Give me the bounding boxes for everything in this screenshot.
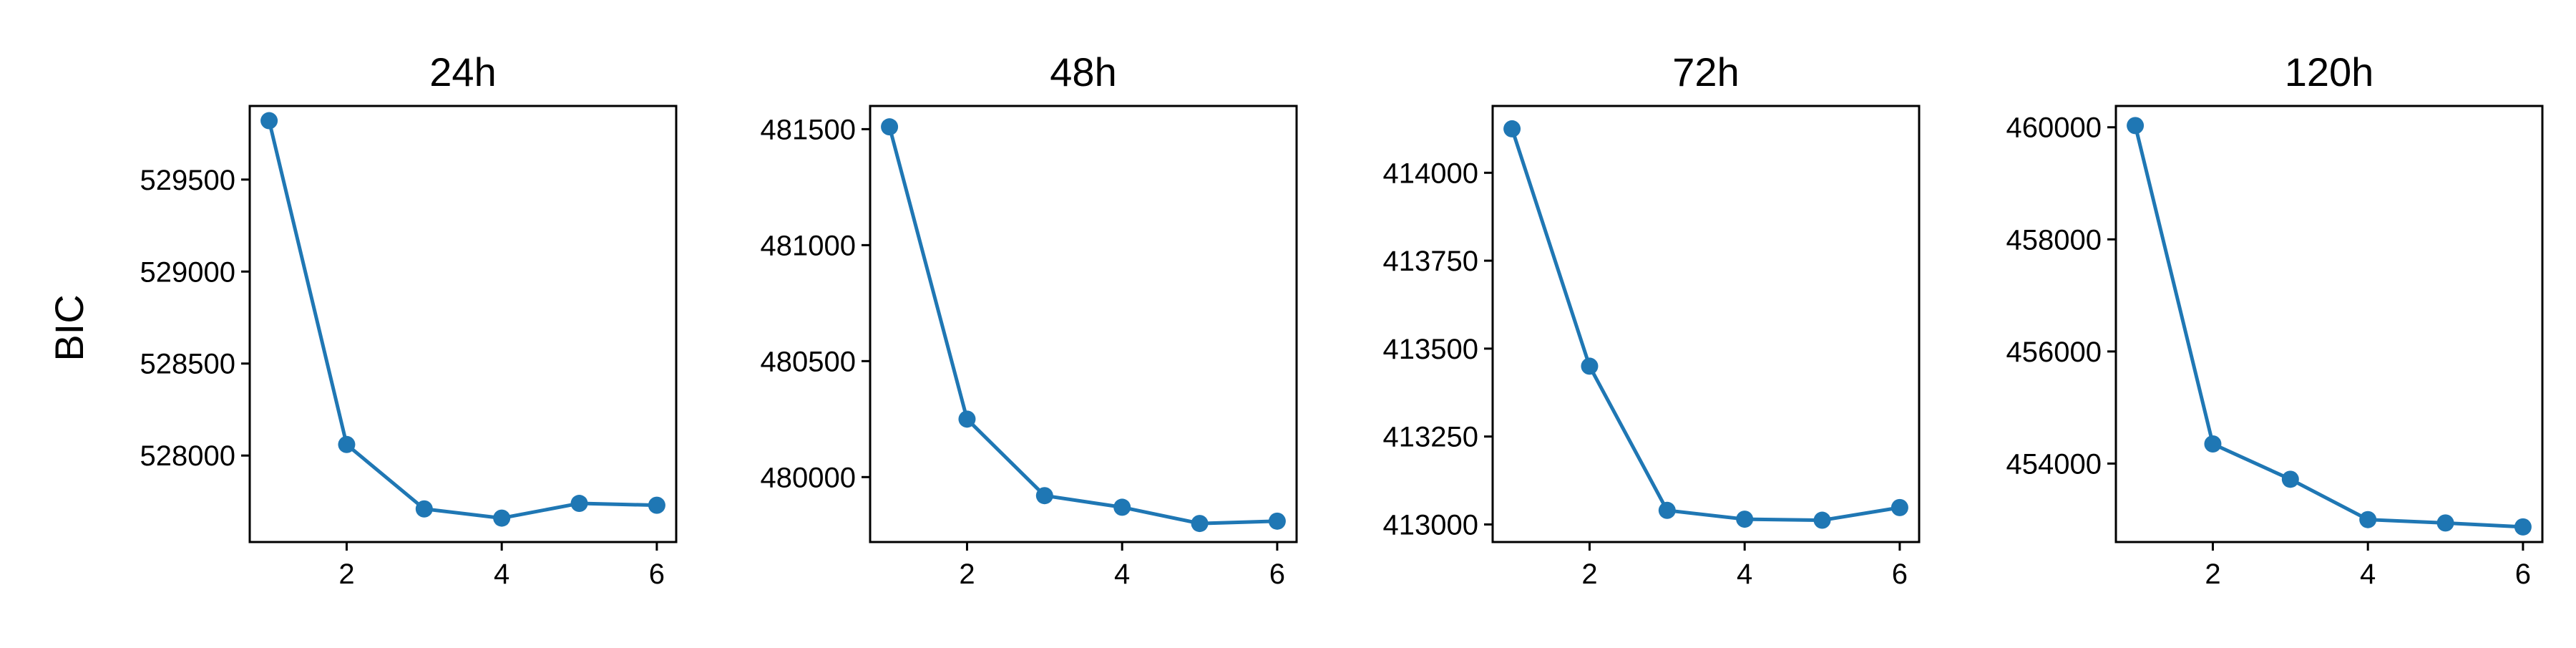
y-tick-label: 460000 [2006, 112, 2102, 144]
data-point [2359, 511, 2377, 528]
y-tick-label: 414000 [1383, 158, 1478, 189]
data-point [1113, 498, 1131, 516]
panel-title: 24h [429, 49, 496, 95]
data-point [1503, 120, 1521, 137]
data-point [1191, 515, 1209, 533]
data-point [338, 435, 356, 453]
data-point [493, 509, 511, 527]
series-line [887, 126, 1277, 526]
data-point [1890, 498, 1908, 516]
panel-title: 48h [1050, 49, 1116, 95]
y-tick-label: 529000 [140, 256, 235, 288]
data-point [2204, 435, 2222, 453]
data-point [415, 500, 433, 518]
x-tick-label: 2 [2205, 558, 2220, 590]
panel-72h: 72h 413000 413250 413500 413750 414000 2 4 6 [1383, 49, 1921, 590]
panel-120h: 120h 454000 456000 458000 460000 2 4 6 [2006, 49, 2544, 590]
data-point [2127, 117, 2145, 135]
series-line [2133, 125, 2524, 529]
y-tick-label: 529500 [140, 165, 235, 196]
y-tick-label: 456000 [2006, 337, 2102, 368]
data-point [2436, 514, 2454, 532]
x-tick-label: 4 [1114, 558, 1130, 590]
data-point [1581, 357, 1599, 375]
y-tick-label: 480500 [761, 346, 856, 377]
data-point [958, 410, 976, 428]
data-point [2514, 518, 2532, 536]
data-point [1813, 511, 1831, 529]
y-tick-label: 413750 [1383, 246, 1478, 277]
plot-frame [248, 105, 678, 543]
y-tick-label: 413500 [1383, 334, 1478, 365]
data-point [1736, 511, 1754, 528]
x-tick-label: 6 [1892, 558, 1908, 590]
data-point [1658, 501, 1676, 519]
y-tick-label: 480000 [761, 462, 856, 493]
series-line [1510, 128, 1901, 523]
y-tick-label: 481000 [761, 230, 856, 261]
data-point [570, 495, 588, 513]
y-tick-label: 528000 [140, 440, 235, 472]
data-point [881, 118, 899, 136]
panel-48h: 48h 480000 480500 481000 481500 2 4 6 [761, 49, 1298, 590]
data-point [1035, 487, 1053, 505]
x-tick-label: 4 [1737, 558, 1752, 590]
plot-frame [2114, 105, 2544, 543]
y-tick-label: 458000 [2006, 224, 2102, 256]
x-tick-label: 6 [1269, 558, 1285, 590]
panel-title: 72h [1672, 49, 1739, 95]
x-tick-label: 2 [338, 558, 354, 590]
x-tick-label: 6 [649, 558, 665, 590]
x-tick-label: 2 [1581, 558, 1597, 590]
y-tick-label: 413000 [1383, 509, 1478, 541]
plot-frame [1491, 105, 1921, 543]
data-point [648, 496, 665, 514]
data-point [1268, 512, 1286, 530]
series-line [267, 120, 657, 521]
y-tick-label: 528500 [140, 349, 235, 380]
data-point [260, 112, 278, 130]
x-tick-label: 4 [494, 558, 509, 590]
y-tick-label: 454000 [2006, 448, 2102, 480]
figure-y-axis-label: BIC [47, 294, 92, 361]
x-tick-label: 6 [2515, 558, 2531, 590]
data-point [2281, 470, 2299, 488]
y-tick-label: 413250 [1383, 422, 1478, 453]
panel-title: 120h [2285, 49, 2374, 95]
panel-24h: 24h 528000 528500 529000 529500 2 4 6 [140, 49, 678, 590]
x-tick-label: 4 [2360, 558, 2376, 590]
x-tick-label: 2 [959, 558, 975, 590]
plot-frame [869, 105, 1298, 543]
y-tick-label: 481500 [761, 114, 856, 145]
